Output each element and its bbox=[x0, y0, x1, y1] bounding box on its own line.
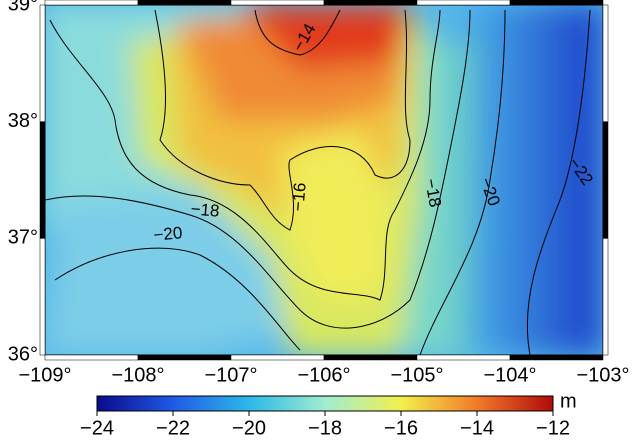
frame-segment bbox=[230, 354, 325, 361]
x-tick-label: −108° bbox=[111, 364, 164, 386]
contour-label: −18 bbox=[421, 177, 445, 209]
contour-label: −18 bbox=[190, 199, 220, 220]
frame-segment bbox=[602, 121, 609, 239]
frame-segment bbox=[39, 238, 46, 356]
frame-segment bbox=[230, 0, 325, 6]
contour-label: −20 bbox=[153, 223, 183, 244]
frame-segment bbox=[602, 4, 609, 122]
x-tick-label: −106° bbox=[297, 364, 350, 386]
y-tick-label: 37° bbox=[8, 227, 38, 249]
frame-segment bbox=[44, 0, 139, 6]
contours bbox=[45, 9, 591, 355]
frame-segment bbox=[416, 354, 511, 361]
contour-label: −16 bbox=[288, 182, 309, 212]
frame-segment bbox=[509, 0, 604, 6]
x-tick-label: −109° bbox=[18, 364, 71, 386]
colorbar-tick-label: −22 bbox=[156, 417, 190, 439]
frame-segment bbox=[416, 0, 511, 6]
y-tick-label: 38° bbox=[8, 110, 38, 132]
colorbar-tick-label: −24 bbox=[80, 417, 114, 439]
frame-segment bbox=[44, 354, 139, 361]
colorbar-tick-label: −12 bbox=[536, 417, 570, 439]
x-tick-label: −105° bbox=[390, 364, 443, 386]
frame-segment bbox=[323, 0, 418, 6]
y-tick-label: 36° bbox=[8, 343, 38, 365]
y-tick-label: 39° bbox=[8, 0, 38, 15]
colorbar bbox=[96, 395, 554, 412]
colorbar-unit: m bbox=[560, 390, 577, 412]
x-tick-label: −103° bbox=[576, 364, 629, 386]
frame-segment bbox=[602, 238, 609, 356]
frame-segment bbox=[323, 354, 418, 361]
relief bbox=[45, 5, 603, 355]
x-tick-label: −107° bbox=[204, 364, 257, 386]
frame-segment bbox=[39, 4, 46, 122]
frame-segment bbox=[509, 354, 604, 361]
colorbar-tick-label: −20 bbox=[232, 417, 266, 439]
x-tick-label: −104° bbox=[483, 364, 536, 386]
frame-segment bbox=[39, 121, 46, 239]
colorbar-tick-label: −18 bbox=[308, 417, 342, 439]
colorbar-tick-label: −14 bbox=[460, 417, 494, 439]
colorbar-tick-label: −16 bbox=[384, 417, 418, 439]
frame-segment bbox=[137, 0, 232, 6]
frame-segment bbox=[137, 354, 232, 361]
